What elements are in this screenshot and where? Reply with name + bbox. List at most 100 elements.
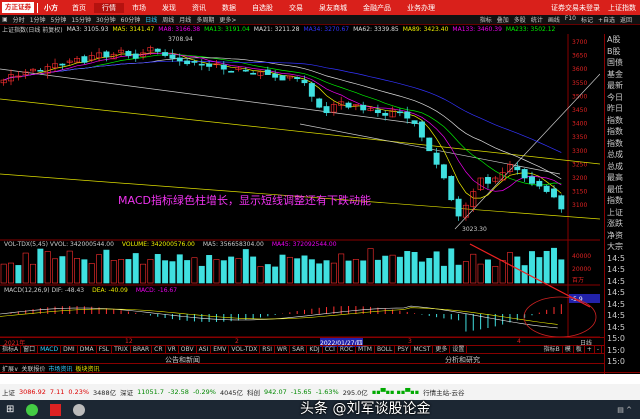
period-tab[interactable]: 1分钟 <box>29 17 46 24</box>
nav-item[interactable]: 自选股 <box>252 3 273 12</box>
indicator-tab[interactable]: OBV <box>179 346 197 353</box>
candle <box>37 69 44 72</box>
volume-bar <box>470 253 477 284</box>
volume-bar <box>74 258 81 284</box>
period-tab[interactable]: 日线 <box>145 17 158 24</box>
date-label: 3 <box>408 338 412 345</box>
volume-bar <box>543 250 550 284</box>
indicator-tab[interactable]: ROC <box>338 346 356 353</box>
nav-item[interactable]: 市场 <box>132 3 146 12</box>
toolbar-button[interactable]: 标记 <box>580 17 593 24</box>
indicator-tab[interactable]: PSY <box>395 346 412 353</box>
indicator-tab[interactable]: RSI <box>260 346 276 353</box>
indicator-tab[interactable]: VR <box>166 346 179 353</box>
nav-item[interactable]: 数据 <box>222 3 236 12</box>
indicator-right-button[interactable]: 指标B <box>542 346 563 353</box>
star-index-name[interactable]: 科创 <box>246 389 260 397</box>
sh-index-name[interactable]: 上证 <box>2 389 15 397</box>
volume-bar <box>110 260 117 284</box>
toolbar-button[interactable]: 画线 <box>547 17 560 24</box>
indicator-tab[interactable]: MCST <box>411 346 434 353</box>
indicator-tab[interactable]: WR <box>275 346 291 353</box>
ma-value: MA89: 3423.40 <box>402 26 449 33</box>
bottom-tab[interactable]: 扩展∨ <box>2 365 19 373</box>
indicator-tab[interactable]: DMA <box>78 346 97 353</box>
volume-bar <box>506 252 513 284</box>
research-section[interactable]: 分析和研究 <box>445 356 480 364</box>
nav-right-item[interactable]: 上证指数 <box>608 3 636 12</box>
indicator-right-button[interactable]: - <box>595 346 602 353</box>
menu-icon[interactable]: ▣ <box>2 16 8 23</box>
indicator-right-button[interactable]: 板 <box>574 346 585 353</box>
toolbar-button[interactable]: +自选 <box>597 17 615 24</box>
indicator-tab[interactable]: 更多 <box>433 346 451 353</box>
quote-label: 最低 <box>607 184 623 194</box>
windows-start-icon[interactable]: ⊞ <box>6 404 15 415</box>
volume-bar <box>140 263 147 284</box>
candle <box>110 53 117 60</box>
period-tab[interactable]: 更多> <box>219 17 237 24</box>
period-tab[interactable]: 60分钟 <box>120 17 141 24</box>
indicator-tab[interactable]: MTM <box>356 346 375 353</box>
bottom-tab[interactable]: 市场资讯 <box>48 365 73 373</box>
indicator-right-button[interactable]: 模 <box>563 346 574 353</box>
indicator-tab[interactable]: 指标A <box>0 346 22 353</box>
period-tab[interactable]: 周线 <box>162 17 175 24</box>
indicator-tab[interactable]: 窗口 <box>21 346 39 353</box>
toolbar-button[interactable]: 统计 <box>530 17 543 24</box>
volume-bar <box>59 256 66 284</box>
app-icon-founder[interactable] <box>50 403 62 416</box>
indicator-tab[interactable]: TRIX <box>112 346 131 353</box>
nav-item[interactable]: 交易 <box>289 3 303 12</box>
server-status[interactable]: 行情主站-云谷 <box>423 389 465 397</box>
indicator-tab[interactable]: ASI <box>197 346 212 353</box>
nav-item[interactable]: 首页 <box>72 3 86 12</box>
toolbar-button[interactable]: F10 <box>564 15 576 22</box>
toolbar-button[interactable]: 返回 <box>619 17 632 24</box>
nav-item[interactable]: 资讯 <box>192 3 206 12</box>
indicator-tab[interactable]: FSL <box>97 346 113 353</box>
nav-item[interactable]: 泉友商城 <box>319 3 347 12</box>
indicator-tab[interactable]: MACD <box>38 346 62 353</box>
nav-item[interactable]: 发现 <box>162 3 176 12</box>
toolbar-button[interactable]: 叠加 <box>496 17 509 24</box>
candle <box>529 176 535 184</box>
indicator-tab[interactable]: KDJ <box>307 346 323 353</box>
logo: 方正证券 <box>2 2 34 13</box>
indicator-right-button[interactable]: + <box>585 346 595 353</box>
bottom-tab[interactable]: 关联报价 <box>21 365 46 373</box>
nav-item[interactable]: 行情 <box>94 2 124 13</box>
period-tab[interactable]: 15分钟 <box>71 17 91 24</box>
indicator-tab[interactable]: SAR <box>290 346 308 353</box>
quote-label: 14:5 <box>607 299 625 309</box>
period-tab[interactable]: 月线 <box>179 17 192 24</box>
nav-item[interactable]: 业务办理 <box>407 3 435 12</box>
ma-value: MA34: 3270.67 <box>303 26 350 33</box>
nav-right-item[interactable]: 证券交易未登录 <box>551 3 600 12</box>
nav-item[interactable]: 金融产品 <box>363 3 391 12</box>
candle <box>66 60 73 63</box>
indicator-tab[interactable]: BRAR <box>131 346 153 353</box>
indicator-tab[interactable]: EMV <box>211 346 230 353</box>
indicator-tab[interactable]: DMI <box>61 346 78 353</box>
period-tab[interactable]: 30分钟 <box>95 17 116 24</box>
period-tab[interactable]: 5分钟 <box>50 17 67 24</box>
indicator-tab[interactable]: 设置 <box>450 346 468 353</box>
period-tab[interactable]: 多周期 <box>196 17 215 24</box>
news-section[interactable]: 公告和新闻 <box>165 356 200 364</box>
toolbar-button[interactable]: 指标 <box>479 17 492 24</box>
indicator-tab[interactable]: VOL-TDX <box>229 346 261 353</box>
indicator-tab[interactable]: CR <box>152 346 166 353</box>
indicator-tab[interactable]: BOLL <box>375 346 396 353</box>
toolbar-button[interactable]: 多股 <box>513 17 526 24</box>
volume-ma5: MA5: 356658304.00 <box>203 241 264 248</box>
app-icon-green[interactable] <box>26 403 39 416</box>
bottom-tab[interactable]: 板块资讯 <box>75 365 100 373</box>
stock-chart[interactable]: 3700 3650 3600 3550 3500 3450 3400 3350 3300 3250… <box>0 34 600 337</box>
tray-icon[interactable]: ▤ ^ <box>617 405 632 414</box>
app-icon-avatar[interactable] <box>73 403 86 416</box>
period-tab[interactable]: 分时 <box>12 17 25 24</box>
volume-bar <box>301 255 308 284</box>
indicator-tab[interactable]: CCI <box>323 346 338 353</box>
sz-index-name[interactable]: 深证 <box>120 389 134 397</box>
